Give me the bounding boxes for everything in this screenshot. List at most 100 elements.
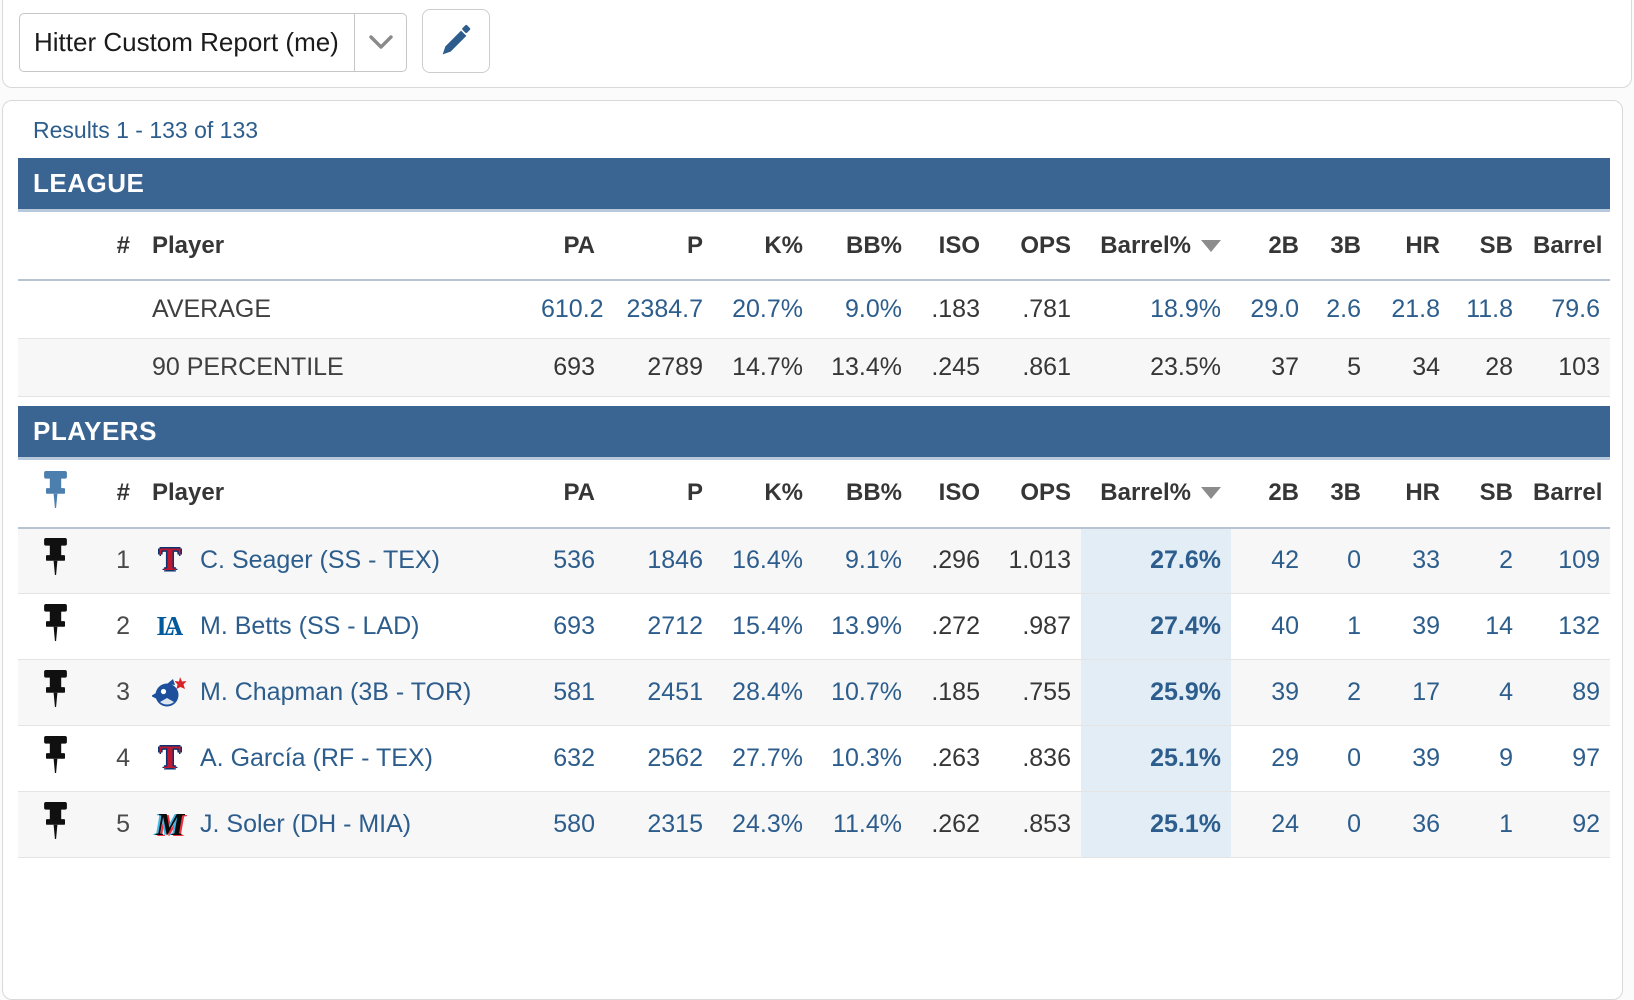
pin-icon[interactable]	[43, 736, 68, 774]
cell-rank: 4	[116, 744, 130, 772]
cell-iso: .245	[931, 352, 980, 381]
column-header-sb[interactable]: SB	[1450, 212, 1523, 281]
pin-player-cell[interactable]	[18, 660, 92, 726]
report-select[interactable]: Hitter Custom Report (me)	[19, 13, 407, 72]
players-section-header: PLAYERS	[18, 405, 1610, 460]
player-name-link[interactable]: M. Chapman (3B - TOR)	[200, 678, 472, 706]
cell-barrel: 109	[1558, 546, 1600, 575]
cell-iso: .185	[931, 678, 980, 706]
pin-icon[interactable]	[43, 470, 68, 509]
chevron-down-icon	[368, 35, 393, 49]
column-header-3b[interactable]: 3B	[1309, 212, 1371, 281]
column-header-3b[interactable]: 3B	[1309, 459, 1371, 529]
column-header-2b[interactable]: 2B	[1231, 212, 1309, 281]
player-name-link[interactable]: M. Betts (SS - LAD)	[200, 612, 420, 640]
player-name-link[interactable]: J. Soler (DH - MIA)	[200, 810, 412, 838]
cell-3b: 0	[1347, 810, 1361, 838]
cell-2b: 40	[1271, 612, 1299, 640]
cell-iso: .272	[931, 612, 980, 640]
results-panel: Results 1 - 133 of 133 LEAGUE # Player PA P…	[2, 100, 1623, 1000]
player-name-link[interactable]: C. Seager (SS - TEX)	[200, 546, 440, 575]
pin-all-header[interactable]	[18, 459, 92, 529]
pin-player-cell[interactable]	[18, 528, 92, 594]
pin-icon[interactable]	[43, 604, 68, 642]
column-header-bb[interactable]: BB%	[813, 212, 912, 281]
cell-3b: 0	[1347, 744, 1361, 772]
cell-barrel: 27.4%	[1081, 593, 1231, 660]
league-row-label: AVERAGE	[152, 294, 272, 323]
pin-column-spacer	[18, 280, 92, 338]
column-header-iso[interactable]: ISO	[912, 459, 990, 529]
column-header-[interactable]: #	[92, 459, 140, 529]
column-header-player[interactable]: Player	[140, 459, 531, 529]
toolbar-panel: Hitter Custom Report (me)	[2, 0, 1632, 88]
pin-player-cell[interactable]	[18, 726, 92, 792]
league-row-label: 90 PERCENTILE	[152, 352, 344, 381]
cell-iso: .183	[931, 294, 980, 323]
column-header-ops[interactable]: OPS	[990, 459, 1081, 529]
column-header-bb[interactable]: BB%	[813, 459, 912, 529]
cell-2b: 37	[1271, 352, 1299, 381]
team-logo-tor	[152, 675, 188, 711]
column-header-player[interactable]: Player	[140, 212, 531, 281]
pin-icon[interactable]	[43, 538, 68, 576]
players-section: PLAYERS # Player PA P K% BB% ISO OPS Barrel% 2B 3…	[18, 405, 1610, 859]
league-row-average: AVERAGE 610.2 2384.7 20.7% 9.0% .183 .781 18.9%…	[18, 280, 1610, 338]
column-header-hr[interactable]: HR	[1371, 459, 1450, 529]
player-name-link[interactable]: A. García (RF - TEX)	[200, 744, 433, 772]
cell-p: 1846	[647, 546, 703, 575]
pin-icon[interactable]	[43, 802, 68, 840]
cell-iso: .296	[931, 546, 980, 575]
pin-player-cell[interactable]	[18, 792, 92, 858]
cell-sb: 9	[1499, 744, 1513, 772]
cell-p: 2384.7	[626, 294, 703, 323]
cell-hr: 17	[1412, 678, 1440, 706]
column-header-ops[interactable]: OPS	[990, 212, 1081, 281]
cell-bb: 9.0%	[845, 294, 902, 323]
pin-column-spacer	[18, 338, 92, 396]
column-header-pa[interactable]: PA	[531, 212, 605, 281]
cell-ops: .781	[1022, 294, 1071, 323]
edit-report-button[interactable]	[422, 9, 490, 73]
column-header-barrel[interactable]: Barrel	[1523, 212, 1610, 281]
cell-barrel: 79.6	[1551, 294, 1600, 323]
pencil-icon	[442, 24, 471, 55]
column-header-pa[interactable]: PA	[531, 459, 605, 529]
report-select-caret[interactable]	[354, 14, 406, 71]
player-row: 3 M. Chapman (3B - TOR) 581 2451 28.4% 10.7%…	[18, 659, 1610, 726]
cell-barrel: 103	[1558, 352, 1600, 381]
cell-hr: 36	[1412, 810, 1440, 838]
cell-3b: 1	[1347, 612, 1361, 640]
cell-k: 24.3%	[732, 810, 803, 838]
column-header-barrel[interactable]: Barrel	[1523, 459, 1610, 529]
cell-rank: 3	[116, 678, 130, 706]
sort-desc-icon[interactable]	[1201, 487, 1221, 499]
cell-hr: 39	[1412, 744, 1440, 772]
column-header-p[interactable]: P	[605, 459, 713, 529]
players-header-row: # Player PA P K% BB% ISO OPS Barrel% 2B 3B HR SB Bar…	[18, 459, 1610, 529]
results-summary-link[interactable]: Results 1 - 133 of 133	[33, 117, 259, 143]
league-section: LEAGUE # Player PA P K% BB% ISO OPS Barrel% 2B 3B…	[18, 158, 1610, 397]
column-header-k[interactable]: K%	[713, 459, 813, 529]
column-header-k[interactable]: K%	[713, 212, 813, 281]
team-logo-tex: T	[158, 542, 181, 579]
column-header-iso[interactable]: ISO	[912, 212, 990, 281]
cell-p: 2562	[647, 744, 703, 772]
cell-sb: 1	[1499, 810, 1513, 838]
pin-icon[interactable]	[43, 670, 68, 708]
column-header-barrel[interactable]: Barrel%	[1081, 212, 1231, 281]
column-header-2b[interactable]: 2B	[1231, 459, 1309, 529]
league-header-row: # Player PA P K% BB% ISO OPS Barrel% 2B 3B HR SB Bar…	[18, 212, 1610, 281]
sort-desc-icon[interactable]	[1201, 239, 1221, 252]
column-header-barrel[interactable]: Barrel%	[1081, 459, 1231, 529]
column-header-[interactable]: #	[92, 212, 140, 281]
cell-iso: .262	[931, 810, 980, 838]
cell-ops: .853	[1022, 810, 1071, 838]
cell-barrel: 92	[1572, 810, 1600, 838]
cell-bb: 13.4%	[831, 352, 902, 381]
cell-barrel: 25.1%	[1081, 725, 1231, 792]
column-header-sb[interactable]: SB	[1450, 459, 1523, 529]
pin-player-cell[interactable]	[18, 594, 92, 660]
column-header-hr[interactable]: HR	[1371, 212, 1450, 281]
column-header-p[interactable]: P	[605, 212, 713, 281]
